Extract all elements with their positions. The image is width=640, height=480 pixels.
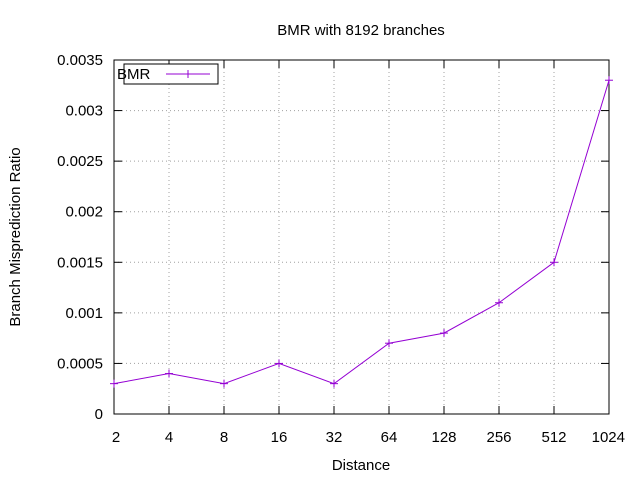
y-tick-label: 0.0005 — [57, 355, 103, 372]
x-tick-label: 128 — [431, 429, 456, 446]
x-tick-label: 1024 — [592, 429, 625, 446]
plot-frame — [113, 59, 610, 415]
y-tick-label: 0.0025 — [57, 153, 103, 170]
x-tick-label: 256 — [486, 429, 511, 446]
x-tick-label: 16 — [271, 429, 288, 446]
legend-label: BMR — [117, 66, 151, 83]
data-point — [275, 359, 283, 368]
y-tick-label: 0.003 — [65, 103, 103, 120]
legend: BMR — [117, 63, 219, 85]
x-axis-label: Distance — [332, 457, 390, 474]
data-point — [605, 76, 613, 85]
x-axis-ticks: 2 4 8 16 32 64 128 256 512 1024 — [112, 60, 625, 446]
y-tick-label: 0.0035 — [57, 52, 103, 69]
x-tick-label: 32 — [326, 429, 343, 446]
y-tick-label: 0.0015 — [57, 254, 103, 271]
y-tick-label: 0 — [95, 406, 103, 423]
data-point — [220, 379, 228, 388]
y-tick-label: 0.001 — [65, 305, 103, 322]
x-tick-label: 2 — [112, 429, 120, 446]
y-tick-label: 0.002 — [65, 204, 103, 221]
x-tick-label: 64 — [381, 429, 398, 446]
x-tick-label: 8 — [220, 429, 228, 446]
data-point — [330, 379, 338, 388]
data-point — [440, 329, 448, 338]
series-line-bmr — [113, 80, 610, 385]
legend-swatch-marker — [184, 70, 192, 78]
data-point — [495, 298, 503, 307]
data-point — [165, 369, 173, 378]
x-tick-label: 512 — [541, 429, 566, 446]
grid-lines — [114, 60, 609, 414]
data-point — [550, 258, 558, 267]
y-axis-label: Branch Misprediction Ratio — [7, 147, 24, 326]
x-tick-label: 4 — [165, 429, 173, 446]
data-point — [385, 339, 393, 348]
data-point — [110, 379, 118, 388]
series-layer — [110, 76, 613, 388]
y-axis-ticks: 0 0.0005 0.001 0.0015 0.002 0.0025 0.003 0.0035 — [57, 52, 609, 423]
chart-title: BMR with 8192 branches — [277, 22, 445, 39]
